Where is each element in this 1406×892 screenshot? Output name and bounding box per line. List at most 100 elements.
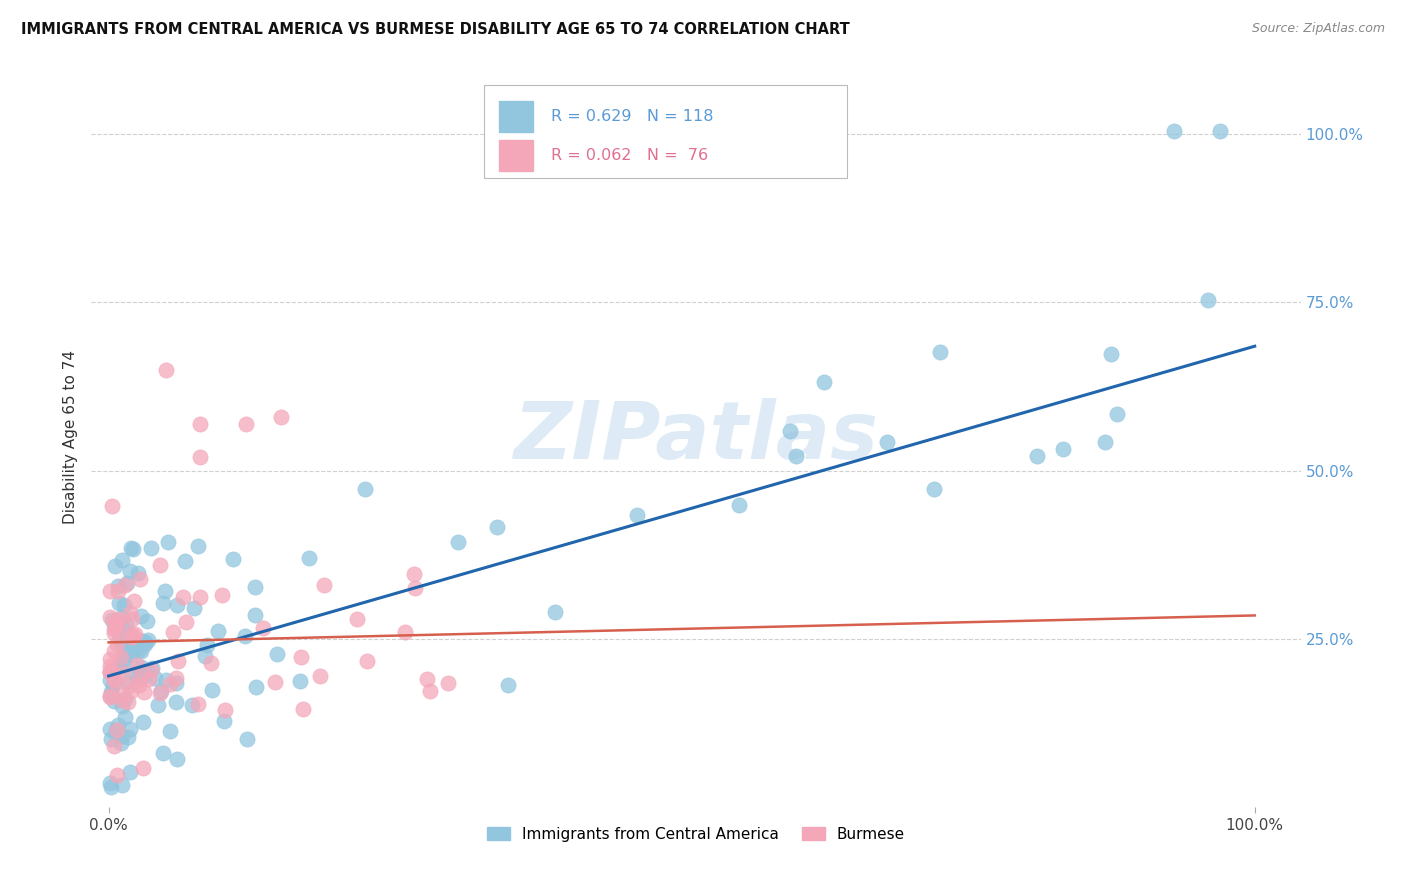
Point [120, 684, 142, 698]
Point [98, 665, 121, 679]
Point [108, 596, 131, 610]
Point [124, 640, 146, 655]
Point [127, 671, 149, 685]
Point [118, 606, 141, 620]
Point [195, 638, 218, 652]
Point [1099, 346, 1122, 360]
Point [141, 661, 163, 675]
Text: R = 0.062   N =  76: R = 0.062 N = 76 [551, 148, 709, 163]
Point [128, 572, 150, 586]
Point [100, 685, 122, 699]
Point [270, 409, 292, 424]
Point [105, 768, 128, 782]
Point [103, 644, 125, 658]
Text: IMMIGRANTS FROM CENTRAL AMERICA VS BURMESE DISABILITY AGE 65 TO 74 CORRELATION C: IMMIGRANTS FROM CENTRAL AMERICA VS BURME… [21, 22, 849, 37]
Point [105, 637, 128, 651]
Point [485, 520, 508, 534]
Point [128, 678, 150, 692]
Point [214, 714, 236, 728]
Point [165, 675, 187, 690]
Point [129, 665, 152, 680]
Point [117, 730, 139, 744]
Point [111, 610, 134, 624]
Point [112, 651, 135, 665]
Point [114, 648, 136, 662]
FancyBboxPatch shape [484, 86, 846, 178]
Point [187, 698, 209, 712]
Point [1197, 293, 1219, 307]
Point [111, 698, 134, 713]
Point [131, 633, 153, 648]
Point [98, 690, 121, 704]
Point [207, 624, 229, 638]
Point [104, 619, 127, 633]
Point [108, 627, 131, 641]
Point [922, 483, 945, 497]
Point [131, 609, 153, 624]
Point [105, 723, 128, 738]
Text: Source: ZipAtlas.com: Source: ZipAtlas.com [1251, 22, 1385, 36]
Point [117, 627, 139, 641]
Point [288, 673, 311, 688]
Point [107, 717, 129, 731]
Point [159, 724, 181, 739]
Point [120, 541, 142, 556]
Point [214, 703, 236, 717]
Point [174, 554, 197, 568]
Point [110, 650, 132, 665]
Point [1094, 434, 1116, 449]
Text: ZIPatlas: ZIPatlas [513, 398, 879, 476]
Point [134, 665, 156, 680]
Point [243, 581, 266, 595]
Point [447, 534, 470, 549]
Point [266, 647, 288, 661]
Point [404, 566, 426, 581]
Point [124, 626, 146, 640]
Point [1052, 442, 1074, 456]
Point [103, 673, 125, 687]
Point [136, 614, 159, 628]
Point [138, 632, 160, 647]
Point [118, 679, 141, 693]
Point [114, 692, 136, 706]
Point [124, 642, 146, 657]
Point [117, 695, 139, 709]
Point [149, 558, 172, 572]
Point [122, 627, 145, 641]
Point [118, 764, 141, 779]
Point [188, 450, 211, 465]
Point [98, 659, 121, 673]
Point [174, 615, 197, 630]
Point [103, 626, 125, 640]
Point [107, 612, 129, 626]
Point [159, 676, 181, 690]
Point [134, 636, 156, 650]
Point [626, 508, 648, 522]
Point [153, 584, 176, 599]
Point [112, 598, 135, 612]
Point [200, 656, 222, 670]
Point [98, 673, 121, 687]
Point [149, 686, 172, 700]
Point [98, 776, 121, 790]
Point [233, 629, 256, 643]
Legend: Immigrants from Central America, Burmese: Immigrants from Central America, Burmese [481, 821, 911, 847]
Text: R = 0.629   N = 118: R = 0.629 N = 118 [551, 109, 713, 124]
Point [132, 668, 155, 682]
Point [114, 578, 136, 592]
Point [110, 637, 132, 651]
Point [138, 672, 160, 686]
Point [165, 671, 187, 685]
Point [107, 615, 129, 629]
Point [112, 622, 135, 636]
Point [139, 541, 162, 555]
Point [134, 635, 156, 649]
Point [124, 594, 146, 608]
Point [155, 363, 177, 377]
Point [152, 596, 174, 610]
Y-axis label: Disability Age 65 to 74: Disability Age 65 to 74 [63, 350, 79, 524]
Point [929, 344, 952, 359]
Point [235, 417, 257, 431]
Point [183, 600, 205, 615]
Point [114, 659, 136, 673]
